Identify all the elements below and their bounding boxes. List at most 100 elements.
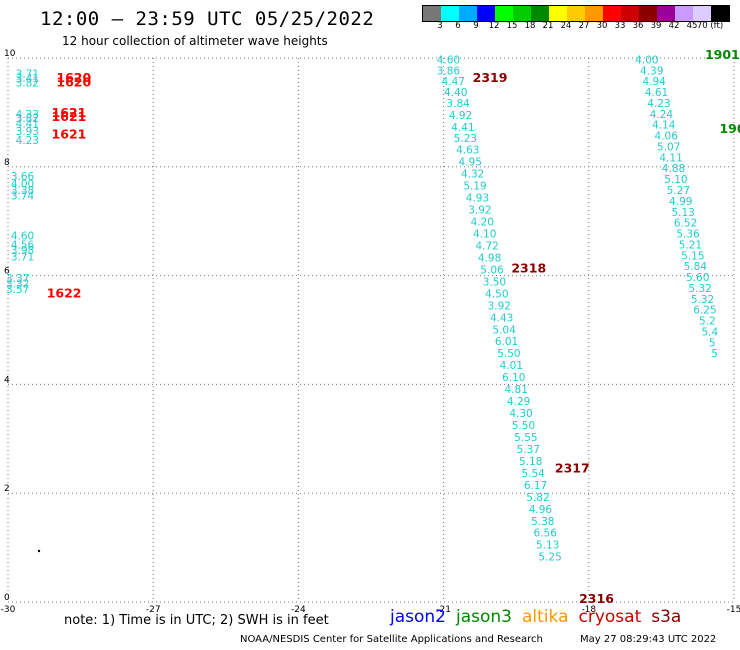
wave-height-label: 5.04 <box>492 324 516 336</box>
footer-note: note: 1) Time is in UTC; 2) SWH is in fe… <box>64 613 329 628</box>
wave-height-label: 5.2 <box>699 316 716 328</box>
colorbar-swatch <box>693 6 711 21</box>
wave-height-label: 5.82 <box>526 492 549 504</box>
colorbar-label: 15 <box>506 21 518 31</box>
wave-height-label: 5.06 <box>480 264 504 276</box>
colorbar-swatch <box>513 6 531 21</box>
wave-height-label: 3.86 <box>437 65 461 77</box>
colorbar-label: 42 <box>668 21 680 31</box>
colorbar-swatch <box>657 6 675 21</box>
wave-height-label: 4.94 <box>642 76 666 88</box>
wave-height-label: 4.98 <box>478 252 501 264</box>
wave-height-label: 6.10 <box>502 372 525 384</box>
wave-height-label: 4.92 <box>449 110 472 122</box>
colorbar-swatch <box>459 6 477 21</box>
y-tick-label: 0 <box>4 593 10 603</box>
legend-item-jason3: jason3 <box>456 607 512 627</box>
wave-height-label: 3.71 <box>11 251 34 263</box>
y-tick-label: 6 <box>4 267 10 277</box>
wave-height-label: 5.07 <box>657 141 680 153</box>
wave-height-label: 4.60 <box>11 231 34 243</box>
wave-height-label: 3.57 <box>6 284 29 296</box>
wave-height-label: 5.13 <box>671 207 694 219</box>
colorbar-label: 36 <box>632 21 644 31</box>
wave-height-label: 5.50 <box>497 348 520 360</box>
y-tick-label: 10 <box>4 49 16 59</box>
wave-height-label: 5.55 <box>514 432 537 444</box>
x-tick-label: -15 <box>727 605 740 615</box>
wave-height-label: 3.66 <box>11 171 35 183</box>
wave-height-label: 3.93 <box>16 126 39 138</box>
colorbar-swatch <box>603 6 621 21</box>
colorbar-swatch <box>549 6 567 21</box>
pass-time-label: 2316 <box>579 591 614 606</box>
wave-height-label: 5.13 <box>536 540 559 552</box>
colorbar-swatch <box>477 6 495 21</box>
colorbar-label: 45 <box>686 21 698 31</box>
y-tick-label: 8 <box>4 158 10 168</box>
colorbar-label: 24 <box>560 21 572 31</box>
map-title: 12:00 — 23:59 UTC 05/25/2022 <box>40 8 375 30</box>
wave-height-label: 3.74 <box>11 190 35 202</box>
colorbar-label: 9 <box>473 21 479 31</box>
colorbar-swatch <box>675 6 693 21</box>
wave-height-label: 4.99 <box>669 196 692 208</box>
colorbar-swatch <box>531 6 549 21</box>
wave-height-label: 5.37 <box>517 444 540 456</box>
wave-height-label: 3.82 <box>16 77 39 89</box>
pass-time-label: 1621 <box>52 127 87 142</box>
wave-height-label: 6.17 <box>524 480 547 492</box>
wave-height-label: 5.60 <box>686 272 709 284</box>
wave-height-label: 4.93 <box>466 193 489 205</box>
colorbar-label: 6 <box>455 21 461 31</box>
colorbar-labels: 3 6 9 12 15 18 21 24 27 30 33 36 39 42 45 70 (ft) <box>422 21 728 33</box>
wave-height-label: 4.20 <box>471 217 494 229</box>
wave-height-label: 3.41 <box>16 73 39 85</box>
wave-height-label: 4.23 <box>647 98 670 110</box>
pass-time-label: 1621 <box>52 109 87 124</box>
wave-height-label: 4.32 <box>461 169 484 181</box>
wave-height-label: 3.37 <box>6 273 29 285</box>
wave-height-label: 4.81 <box>505 384 528 396</box>
generated-timestamp: May 27 08:29:43 UTC 2022 <box>580 634 717 645</box>
wave-height-label: 3.38 <box>11 185 34 197</box>
colorbar-swatch <box>441 6 459 21</box>
stray-point <box>37 549 41 553</box>
colorbar-swatch <box>495 6 513 21</box>
wave-height-label: 4.56 <box>11 239 35 251</box>
wave-height-label: 4.29 <box>507 396 530 408</box>
wave-height-label: 4.06 <box>655 131 679 143</box>
wave-height-label: 4.61 <box>645 87 668 99</box>
wave-height-label: 3.50 <box>483 276 506 288</box>
map-subtitle: 12 hour collection of altimeter wave hei… <box>62 34 328 48</box>
colorbar-swatch <box>639 6 657 21</box>
colorbar-label: 39 <box>650 21 662 31</box>
wave-height-label: 4.24 <box>650 109 674 121</box>
wave-height-label: 5.84 <box>684 261 708 273</box>
x-tick-label: -18 <box>581 605 596 615</box>
wave-height-label: 4.10 <box>473 229 496 241</box>
x-tick-label: -27 <box>146 605 161 615</box>
pass-time-label: 1621 <box>52 105 87 120</box>
colorbar-label: 21 <box>542 21 554 31</box>
wave-height-label: 5.10 <box>664 174 687 186</box>
wave-height-label: 6.25 <box>693 305 716 317</box>
wave-height-label: 5.4 <box>701 326 718 338</box>
wave-height-label: 4.40 <box>444 87 467 99</box>
x-tick-label: -21 <box>436 605 451 615</box>
pass-time-label: 2319 <box>473 70 508 85</box>
wave-height-label: 4.14 <box>652 120 676 132</box>
pass-time-label: 2318 <box>511 260 546 275</box>
wave-height-label: 4.41 <box>451 122 474 134</box>
credit-text: NOAA/NESDIS Center for Satellite Applica… <box>240 634 543 645</box>
wave-height-label: 4.96 <box>529 504 553 516</box>
wave-height-label: 4.72 <box>475 240 498 252</box>
colorbar-swatch <box>567 6 585 21</box>
wave-height-label: 6.01 <box>495 336 518 348</box>
pass-time-label: 1901 <box>705 47 740 62</box>
wave-height-label: 4.00 <box>635 54 658 66</box>
wave-height-label: 4.41 <box>16 119 39 131</box>
satellite-legend: jason2 jason3 altika cryosat s3a <box>390 607 691 627</box>
wave-height-label: 5.50 <box>512 420 535 432</box>
